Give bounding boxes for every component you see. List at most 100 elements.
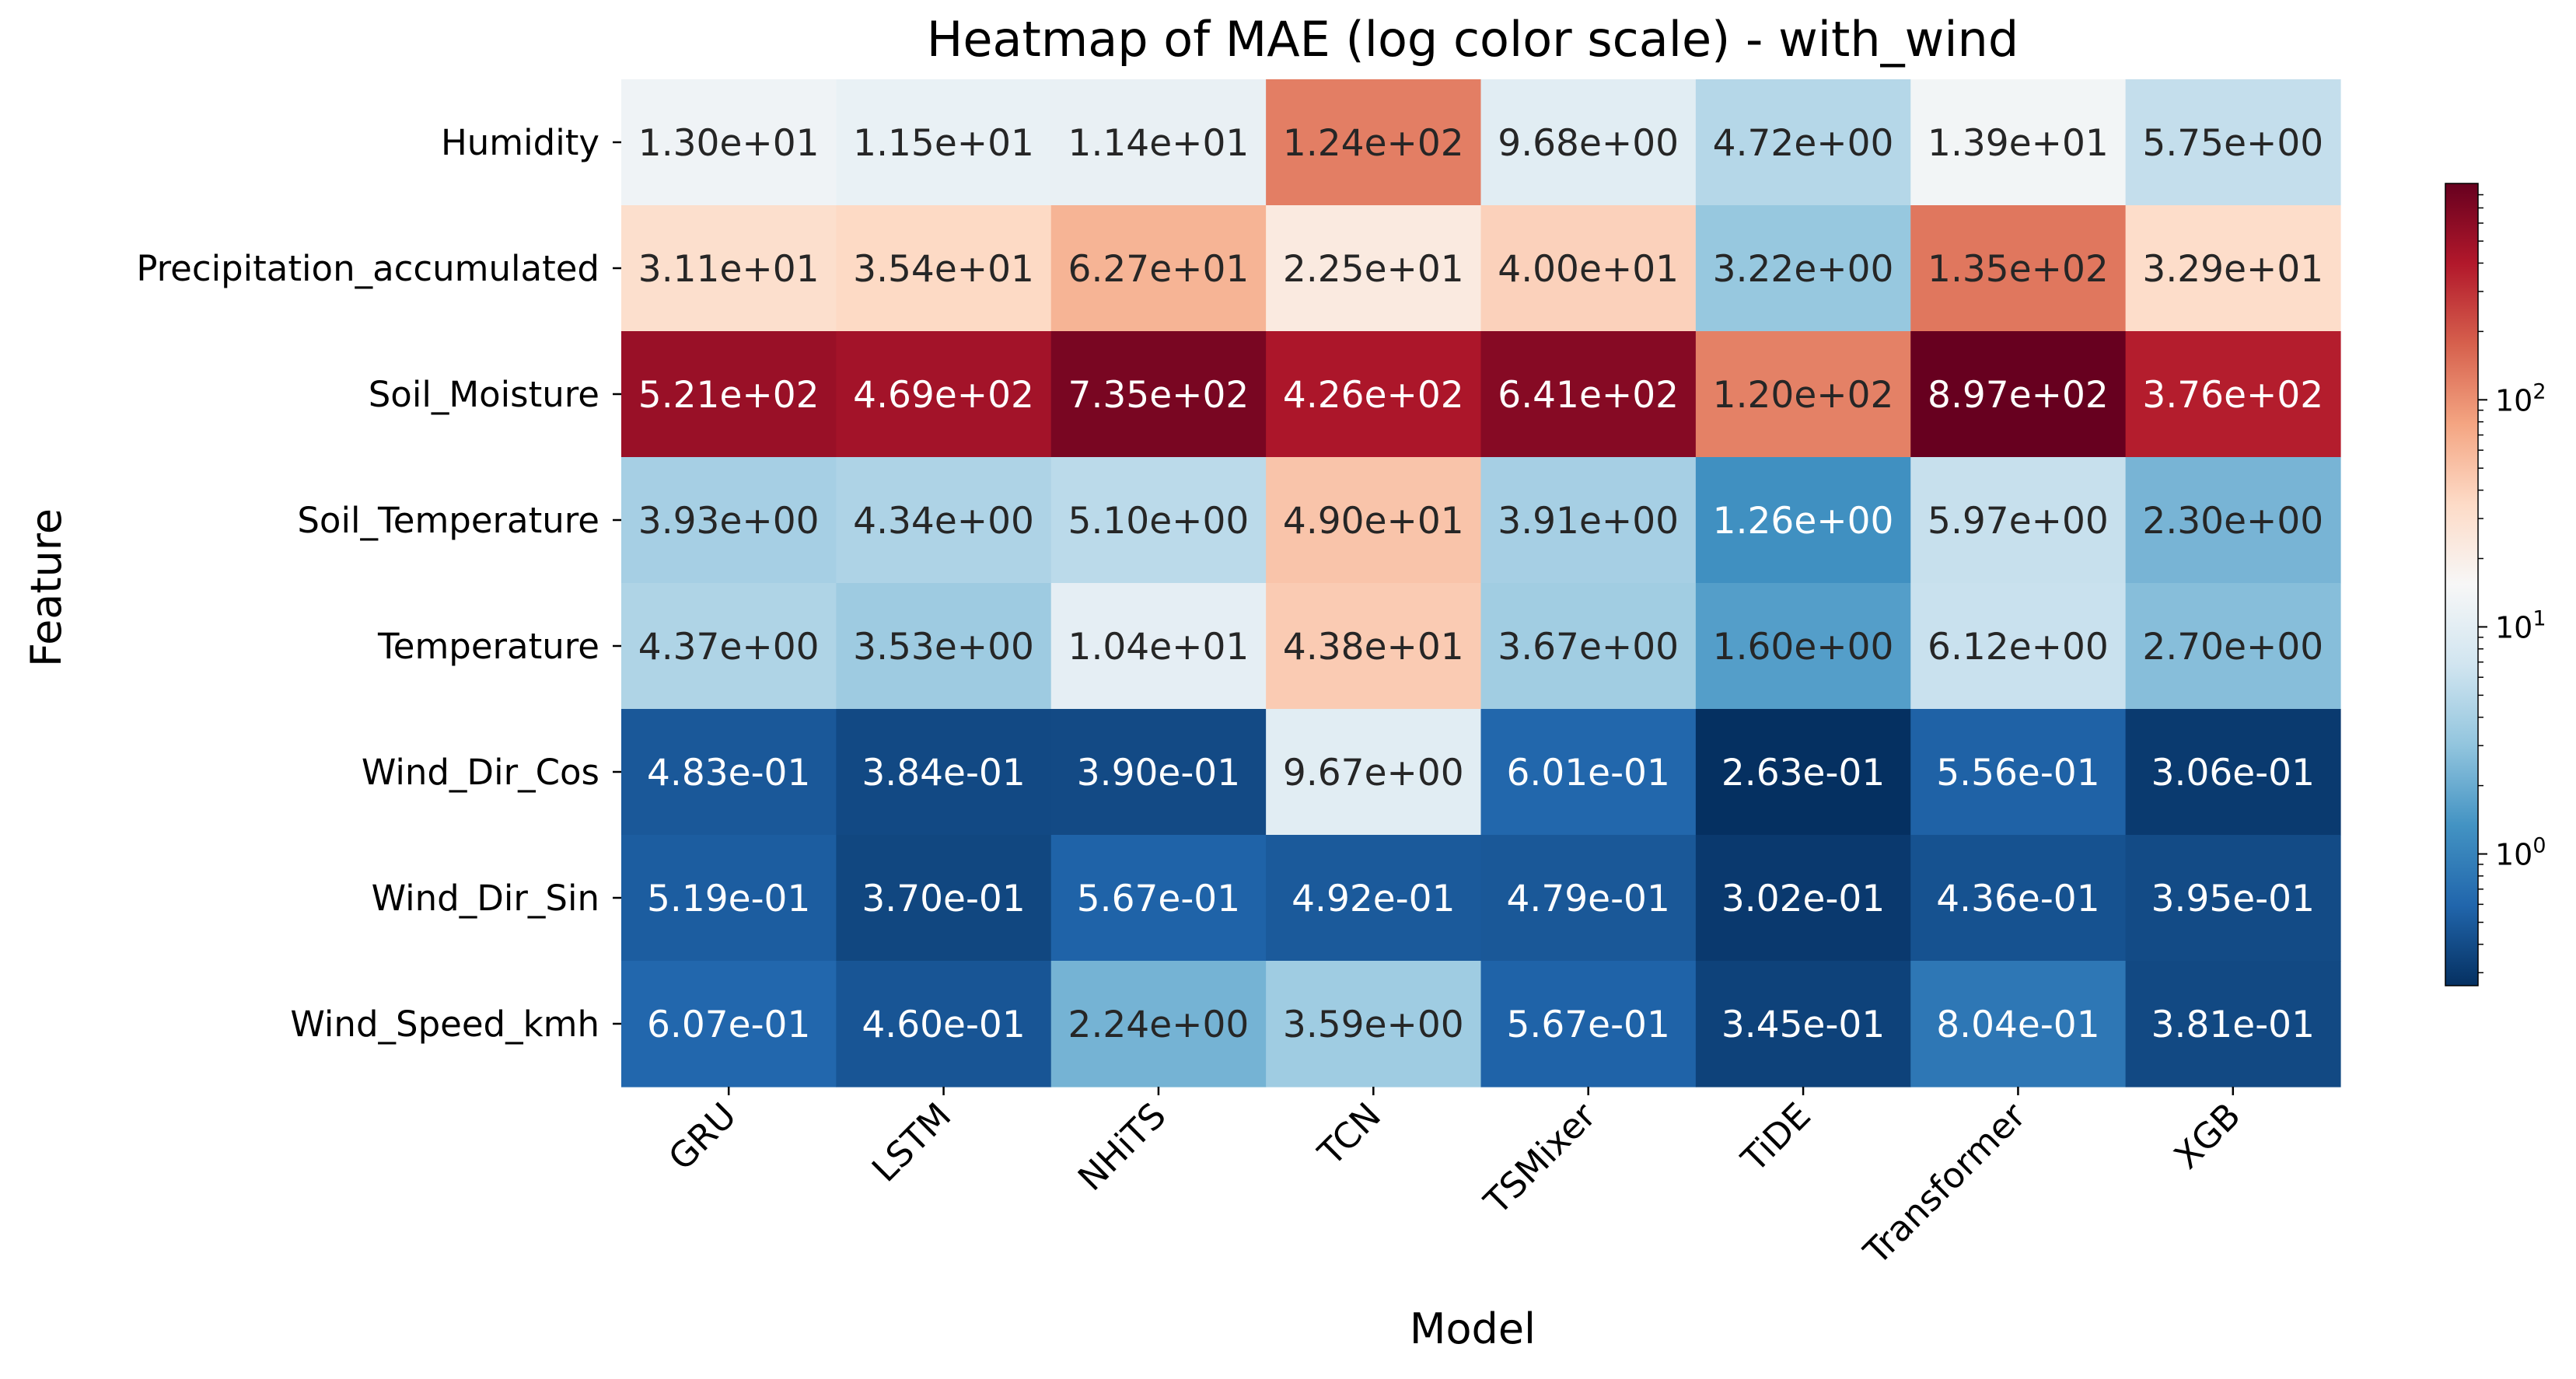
- heatmap-cell: [1266, 835, 1482, 962]
- cell-value-label: 2.25e+01: [1283, 248, 1464, 291]
- cell-value-label: 3.67e+00: [1498, 626, 1679, 669]
- heatmap-cell: [1050, 79, 1267, 206]
- y-tick-label: Precipitation_accumulated: [136, 248, 599, 289]
- heatmap-cell: [621, 205, 837, 332]
- heatmap-cell: [1910, 205, 2127, 332]
- heatmap-cell: [1480, 961, 1697, 1087]
- heatmap-cell: [1050, 709, 1267, 836]
- heatmap-cell: [1480, 457, 1697, 584]
- cell-value-label: 1.30e+01: [638, 122, 820, 165]
- heatmap-cell: [836, 331, 1052, 458]
- heatmap-cell: [1480, 331, 1697, 458]
- y-tick-label: Humidity: [441, 122, 599, 163]
- heatmap-cell: [1266, 583, 1482, 710]
- heatmap-cell: [1050, 331, 1267, 458]
- heatmap-cell: [621, 961, 837, 1087]
- cell-value-label: 1.04e+01: [1068, 626, 1250, 669]
- cell-value-label: 3.02e-01: [1721, 878, 1885, 920]
- heatmap-cell: [2125, 583, 2341, 710]
- heatmap-cell: [2125, 835, 2341, 962]
- cell-value-label: 4.36e-01: [1936, 878, 2099, 920]
- heatmap-cell: [1910, 961, 2127, 1087]
- cell-value-label: 3.81e-01: [2151, 1004, 2315, 1046]
- x-tick-label: TSMixer: [1476, 1094, 1604, 1223]
- heatmap-cell: [2125, 709, 2341, 836]
- cell-value-label: 3.53e+00: [853, 626, 1034, 669]
- heatmap-cell: [1266, 205, 1482, 332]
- cell-value-label: 8.97e+02: [1928, 374, 2109, 417]
- cell-value-label: 1.35e+02: [1928, 248, 2109, 291]
- heatmap-cell: [621, 709, 837, 836]
- cell-value-label: 1.20e+02: [1713, 374, 1894, 417]
- heatmap-cell: [1050, 835, 1267, 962]
- cell-value-label: 3.91e+00: [1498, 500, 1679, 543]
- colorbar-frame: [2445, 183, 2479, 986]
- cell-value-label: 6.07e-01: [647, 1004, 810, 1046]
- heatmap-cell: [1910, 79, 2127, 206]
- x-tick-label: LSTM: [864, 1094, 959, 1189]
- cell-value-label: 3.11e+01: [638, 248, 820, 291]
- cell-value-label: 3.95e-01: [2151, 878, 2315, 920]
- heatmap-cell: [621, 583, 837, 710]
- heatmap-cell: [621, 79, 837, 206]
- y-axis-label: Feature: [22, 508, 71, 667]
- cell-value-label: 4.79e-01: [1507, 878, 1670, 920]
- heatmap-cell: [1266, 709, 1482, 836]
- y-axis: Humidity Precipitation_accumulated Soil_Mo…: [136, 122, 621, 1045]
- heatmap-cell: [1480, 79, 1697, 206]
- cell-value-label: 3.59e+00: [1283, 1004, 1464, 1046]
- cell-value-label: 6.01e-01: [1507, 752, 1670, 794]
- x-tick-label: Transformer: [1855, 1094, 2033, 1273]
- cell-value-label: 4.26e+02: [1283, 374, 1464, 417]
- cell-value-label: 2.70e+00: [2142, 626, 2323, 669]
- cell-value-label: 3.90e-01: [1077, 752, 1240, 794]
- heatmap-cell: [2125, 331, 2341, 458]
- cell-value-label: 2.63e-01: [1721, 752, 1885, 794]
- colorbar: 100 101 102: [2445, 183, 2546, 986]
- cell-value-label: 5.75e+00: [2142, 122, 2323, 165]
- cell-value-label: 2.24e+00: [1068, 1004, 1250, 1046]
- cell-value-label: 1.39e+01: [1928, 122, 2109, 165]
- heatmap-cell: [1695, 205, 1911, 332]
- cell-value-label: 3.84e-01: [862, 752, 1025, 794]
- heatmap-cell: [1695, 583, 1911, 710]
- cell-value-label: 5.56e-01: [1936, 752, 2099, 794]
- heatmap-cell: [1266, 79, 1482, 206]
- cell-value-label: 5.21e+02: [638, 374, 820, 417]
- heatmap-cell: [1050, 457, 1267, 584]
- heatmap-cell: [1266, 331, 1482, 458]
- heatmap-cell: [2125, 79, 2341, 206]
- cell-value-label: 4.60e-01: [862, 1004, 1025, 1046]
- x-tick-label: GRU: [660, 1094, 744, 1178]
- heatmap-cell: [1050, 961, 1267, 1087]
- cell-value-label: 2.30e+00: [2142, 500, 2323, 543]
- y-tick-label: Wind_Speed_kmh: [290, 1004, 599, 1045]
- cell-value-label: 3.22e+00: [1713, 248, 1894, 291]
- heatmap-cell: [1480, 205, 1697, 332]
- y-tick-label: Soil_Temperature: [297, 500, 599, 541]
- cell-value-label: 4.69e+02: [853, 374, 1034, 417]
- heatmap-cell: [1695, 331, 1911, 458]
- heatmap-cell: [1910, 709, 2127, 836]
- cell-value-label: 3.76e+02: [2142, 374, 2323, 417]
- x-axis: GRU LSTM NHiTS TCN TSMixer TiDE Transformer XGB: [660, 1087, 2249, 1273]
- cell-value-label: 6.41e+02: [1498, 374, 1679, 417]
- heatmap-cell: [1695, 961, 1911, 1087]
- y-tick-label: Wind_Dir_Cos: [362, 752, 599, 793]
- x-tick-label: TiDE: [1733, 1094, 1819, 1180]
- cell-value-label: 7.35e+02: [1068, 374, 1250, 417]
- cell-value-label: 8.04e-01: [1936, 1004, 2099, 1046]
- heatmap-cell: [621, 457, 837, 584]
- heatmap-cell: [836, 835, 1052, 962]
- heatmap-cell: [836, 79, 1052, 206]
- cell-value-label: 4.34e+00: [853, 500, 1034, 543]
- cell-value-label: 3.93e+00: [638, 500, 820, 543]
- cell-value-label: 3.54e+01: [853, 248, 1034, 291]
- colorbar-tick-label: 100: [2495, 834, 2546, 872]
- heatmap-cell: [1050, 205, 1267, 332]
- heatmap-cell: [1910, 457, 2127, 584]
- chart-title: Heatmap of MAE (log color scale) - with_…: [927, 11, 2019, 68]
- cell-value-label: 5.67e-01: [1077, 878, 1240, 920]
- heatmap-cell: [2125, 205, 2341, 332]
